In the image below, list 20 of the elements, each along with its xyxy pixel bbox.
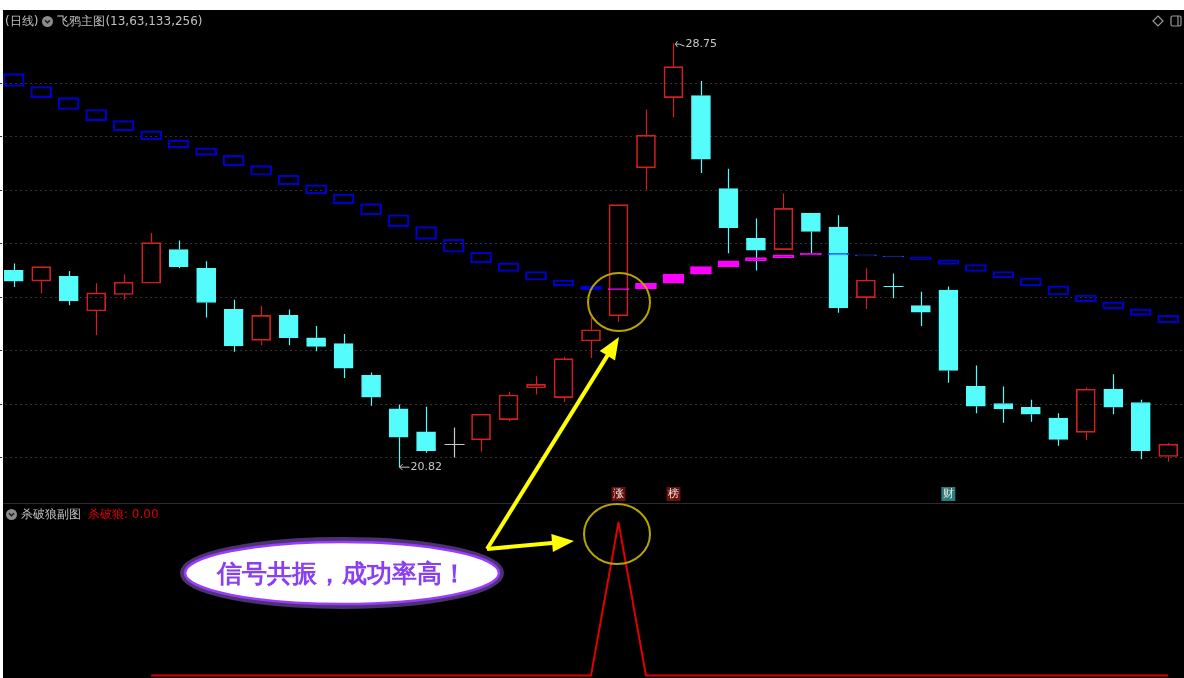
annotation: 28.75	[685, 37, 717, 51]
text: 涨	[612, 487, 624, 501]
candlestick	[691, 80, 711, 174]
candlestick	[911, 291, 931, 327]
candlestick	[388, 404, 409, 468]
text: 榜	[667, 487, 679, 501]
candlestick	[966, 364, 986, 414]
candlestick	[333, 333, 354, 379]
candlestick	[882, 273, 905, 299]
candlestick	[196, 260, 216, 319]
text: 财	[942, 487, 954, 501]
chart-subtitle: 飞鸦主图(13,63,133,256)	[57, 14, 203, 28]
candlestick	[443, 427, 466, 459]
chart-title: 杀破狼副图	[21, 507, 81, 521]
chart-title: (日线)	[5, 14, 39, 28]
annotation: 20.82	[410, 460, 443, 474]
candlestick	[718, 168, 739, 254]
candlestick	[993, 385, 1014, 424]
text: 杀破狼: 0.00	[88, 507, 159, 521]
annotation: 信号共振，成功率高！	[215, 557, 468, 590]
